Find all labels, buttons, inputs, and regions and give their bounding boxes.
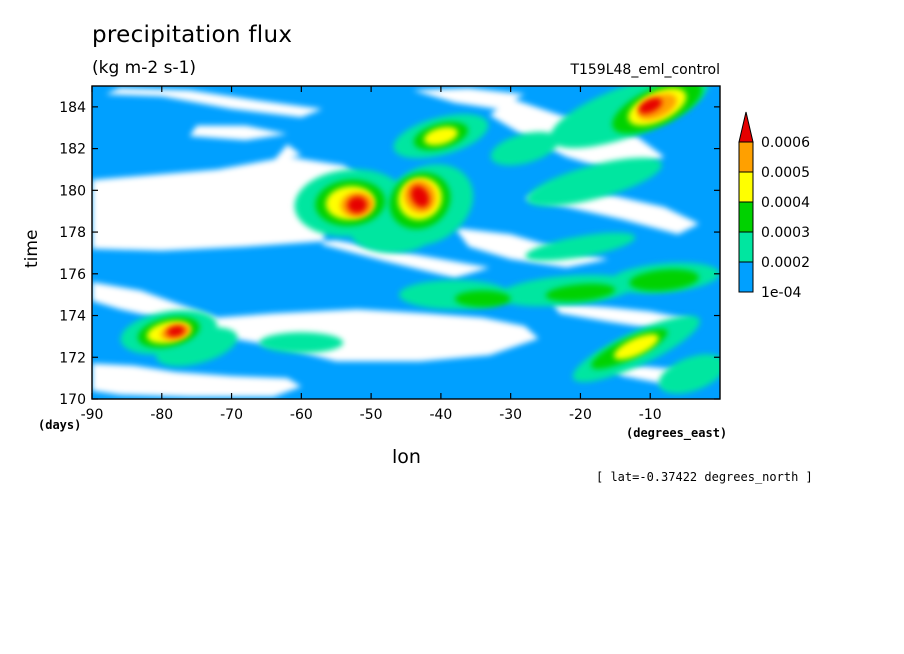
dataset-label: T159L48_eml_control [570, 62, 720, 78]
chart-units: (kg m-2 s-1) [92, 58, 197, 78]
x-tick-label: -50 [360, 407, 383, 423]
contour-field [92, 86, 720, 399]
colorbar-swatch [738, 231, 754, 263]
colorbar-overflow-arrow [738, 111, 754, 143]
plot-frame [91, 85, 721, 400]
x-axis: -90 -80 -70 -60 -50 -40 -30 -20 -10 [81, 86, 662, 423]
x-tick-label: -60 [290, 407, 313, 423]
x-tick-label: -10 [639, 407, 662, 423]
y-tick-label: 170 [59, 392, 86, 408]
colorbar-swatch [738, 261, 754, 293]
x-tick-label: -20 [569, 407, 592, 423]
colorbar-swatch [738, 141, 754, 173]
y-tick-label: 182 [59, 142, 86, 158]
x-tick-label: -70 [220, 407, 243, 423]
y-axis-units: (days) [38, 418, 82, 432]
x-tick-label: -30 [499, 407, 522, 423]
x-tick-label: -80 [150, 407, 173, 423]
chart-title: precipitation flux [92, 22, 293, 48]
y-tick-label: 178 [59, 225, 86, 241]
colorbar-label: 0.0005 [761, 165, 810, 181]
colorbar-label: 0.0003 [761, 225, 810, 241]
y-axis-label: time [22, 229, 42, 268]
colorbar: 1e-04 0.0002 0.0003 0.0004 0.0005 0.0006 [738, 111, 810, 301]
colorbar-label: 0.0004 [761, 195, 810, 211]
y-tick-label: 174 [59, 309, 86, 325]
y-tick-label: 184 [59, 100, 86, 116]
latitude-note: [ lat=-0.37422 degrees_north ] [596, 470, 813, 484]
y-tick-label: 176 [59, 267, 86, 283]
x-axis-label: lon [392, 446, 421, 468]
y-axis: 170 172 174 176 178 180 182 184 [59, 100, 720, 408]
contour-level-6 [166, 97, 662, 337]
x-axis-units: (degrees_east) [626, 426, 728, 440]
y-tick-label: 172 [59, 350, 86, 366]
colorbar-label: 1e-04 [761, 285, 801, 301]
y-tick-label: 180 [59, 183, 86, 199]
colorbar-label: 0.0002 [761, 255, 810, 271]
x-tick-label: -40 [429, 407, 452, 423]
colorbar-swatch [738, 201, 754, 233]
x-tick-label: -90 [81, 407, 104, 423]
colorbar-label: 0.0006 [761, 135, 810, 151]
colorbar-swatch [738, 171, 754, 203]
